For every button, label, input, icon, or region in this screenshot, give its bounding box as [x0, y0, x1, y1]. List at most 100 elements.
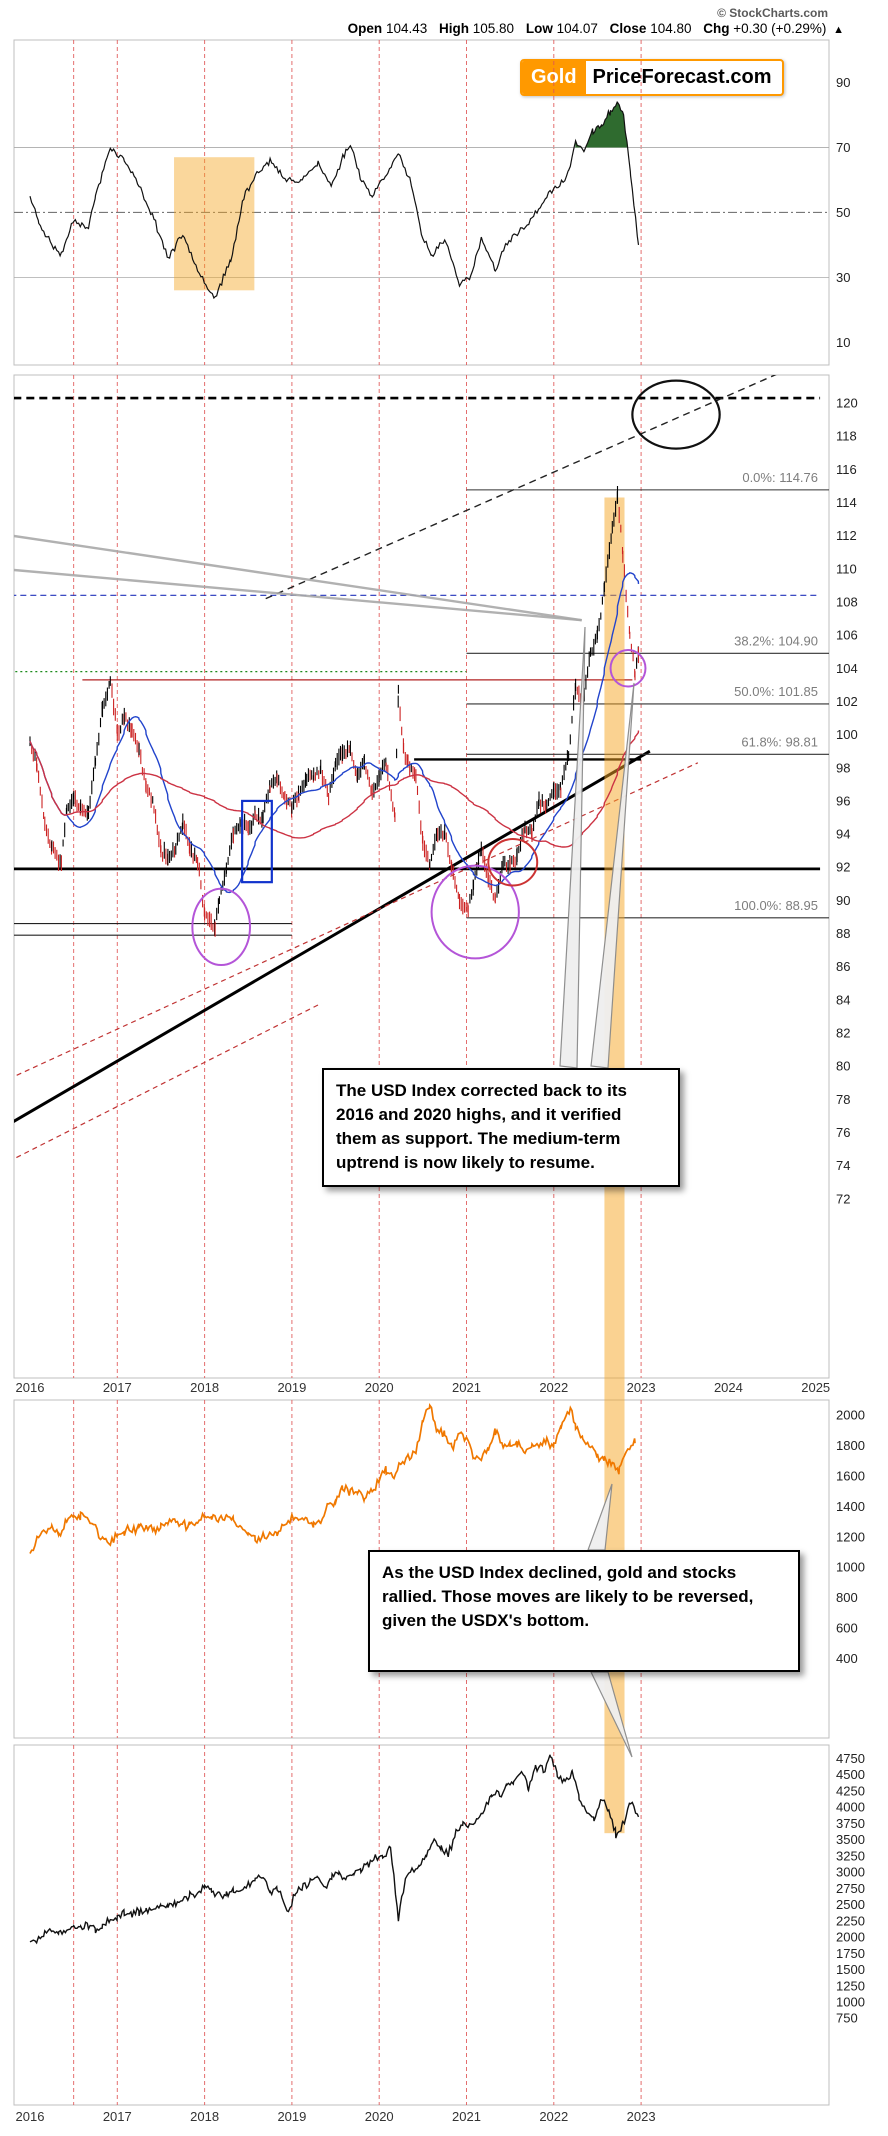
annotation-usd-support: The USD Index corrected back to its 2016… [322, 1068, 680, 1187]
ohlc-quote-bar: Open 104.43 High 105.80 Low 104.07 Close… [340, 21, 844, 36]
year-label: 2016 [16, 2109, 45, 2124]
usd-trendline [265, 375, 777, 600]
axis-tick-label: 118 [836, 429, 857, 444]
fib-label: 38.2%: 104.90 [734, 633, 818, 648]
axis-tick-label: 86 [836, 959, 850, 974]
axis-tick-label: 750 [836, 2011, 858, 2026]
axis-tick-label: 1600 [836, 1468, 865, 1483]
axis-tick-label: 80 [836, 1059, 850, 1074]
axis-tick-label: 3750 [836, 1816, 865, 1831]
axis-tick-label: 88 [836, 926, 850, 941]
axis-tick-label: 1400 [836, 1499, 865, 1514]
annotation-gold-stocks: As the USD Index declined, gold and stoc… [368, 1550, 800, 1672]
indicator-overbought-fill [575, 140, 581, 148]
year-label: 2019 [277, 1380, 306, 1395]
axis-tick-label: 50 [836, 205, 850, 220]
axis-tick-label: 800 [836, 1590, 858, 1605]
up-arrow-icon: ▲ [833, 24, 844, 36]
axis-tick-label: 70 [836, 140, 850, 155]
axis-tick-label: 1250 [836, 1978, 865, 1993]
axis-tick-label: 114 [836, 495, 857, 510]
axis-tick-label: 98 [836, 760, 850, 775]
axis-tick-label: 2000 [836, 1408, 865, 1423]
axis-tick-label: 2250 [836, 1913, 865, 1928]
quote-low-value: 104.07 [556, 21, 598, 36]
callout-arrow [559, 626, 586, 1069]
year-gridlines [73, 40, 642, 2105]
axis-tick-label: 1750 [836, 1946, 865, 1961]
axis-tick-label: 106 [836, 628, 858, 643]
year-label: 2019 [277, 2109, 306, 2124]
axis-tick-label: 1500 [836, 1962, 865, 1977]
logo-brand-text: PriceForecast.com [592, 66, 772, 88]
axis-tick-label: 102 [836, 694, 858, 709]
axis-tick-label: 94 [836, 827, 850, 842]
axis-tick-label: 120 [836, 396, 858, 411]
indicator-line [29, 101, 640, 300]
usd-ellipse-purple [191, 887, 251, 967]
year-label: 2018 [190, 2109, 219, 2124]
usd-ellipse-purple [430, 864, 520, 960]
indicator-overbought-fill [586, 102, 627, 148]
stocks-panel [29, 1754, 640, 1945]
usd-ellipse-red [487, 838, 539, 887]
axis-tick-label: 90 [836, 75, 850, 90]
axis-tick-label: 108 [836, 594, 858, 609]
usd-trendline [14, 762, 699, 1078]
axis-tick-label: 1000 [836, 1560, 865, 1575]
stockcharts-copyright: © StockCharts.com [717, 6, 828, 20]
right-axis-labels: 90 70 50 30 10 120 118 116 114 112 110 108 106 104 102… [836, 75, 865, 2026]
axis-tick-label: 2500 [836, 1897, 865, 1912]
fib-label: 0.0%: 114.76 [742, 470, 818, 485]
axis-tick-label: 600 [836, 1621, 858, 1636]
x-axis-labels: 2016 2017 2018 2019 2020 2021 2022 2023 2024 2025… [16, 1380, 831, 2124]
panel-border-ind [13, 39, 830, 366]
year-label: 2022 [539, 1380, 568, 1395]
year-label: 2020 [365, 2109, 394, 2124]
quote-close-value: 104.80 [650, 21, 692, 36]
callout-arrows [559, 626, 635, 1758]
callout-arrow [590, 1671, 633, 1758]
usd-trendline [14, 534, 582, 622]
usd-trendline [14, 1002, 322, 1160]
year-label: 2023 [627, 2109, 656, 2124]
axis-tick-label: 2750 [836, 1881, 865, 1896]
axis-tick-label: 3500 [836, 1832, 865, 1847]
quote-open-label: Open [347, 21, 383, 36]
usd-ellipse-purple [609, 649, 647, 688]
axis-tick-label: 10 [836, 335, 850, 350]
axis-tick-label: 92 [836, 860, 850, 875]
usd-consolidation-rect [241, 799, 273, 884]
year-label: 2017 [103, 2109, 132, 2124]
gold-line [29, 1403, 636, 1554]
axis-tick-label: 110 [836, 561, 857, 576]
usd-ellipse-black [631, 379, 721, 450]
panel-border-gold [13, 1399, 830, 1739]
quote-open-value: 104.43 [385, 21, 428, 36]
axis-tick-label: 2000 [836, 1930, 865, 1945]
fib-label: 50.0%: 101.85 [734, 684, 818, 699]
fib-label: 61.8%: 98.81 [741, 734, 818, 749]
year-label: 2018 [190, 1380, 219, 1395]
axis-tick-label: 78 [836, 1092, 850, 1107]
year-label: 2025 [801, 1380, 830, 1395]
year-label: 2024 [714, 1380, 743, 1395]
axis-tick-label: 74 [836, 1158, 850, 1173]
panel-border-main [13, 374, 830, 1379]
axis-tick-label: 1000 [836, 1994, 865, 2009]
callout-arrow [590, 682, 635, 1069]
usd-trendline [14, 749, 651, 1123]
year-label: 2021 [452, 2109, 481, 2124]
year-label: 2021 [452, 1380, 481, 1395]
usd-series [29, 379, 721, 967]
indicator-highlight-box [174, 157, 255, 291]
axis-tick-label: 3250 [836, 1848, 865, 1863]
axis-tick-label: 1800 [836, 1438, 865, 1453]
quote-low-label: Low [525, 21, 553, 36]
axis-tick-label: 96 [836, 793, 850, 808]
axis-tick-label: 84 [836, 992, 850, 1007]
axis-tick-label: 4750 [836, 1751, 865, 1766]
axis-tick-label: 100 [836, 727, 858, 742]
usd-panel-lines [14, 375, 829, 1160]
fib-label: 100.0%: 88.95 [734, 898, 818, 913]
